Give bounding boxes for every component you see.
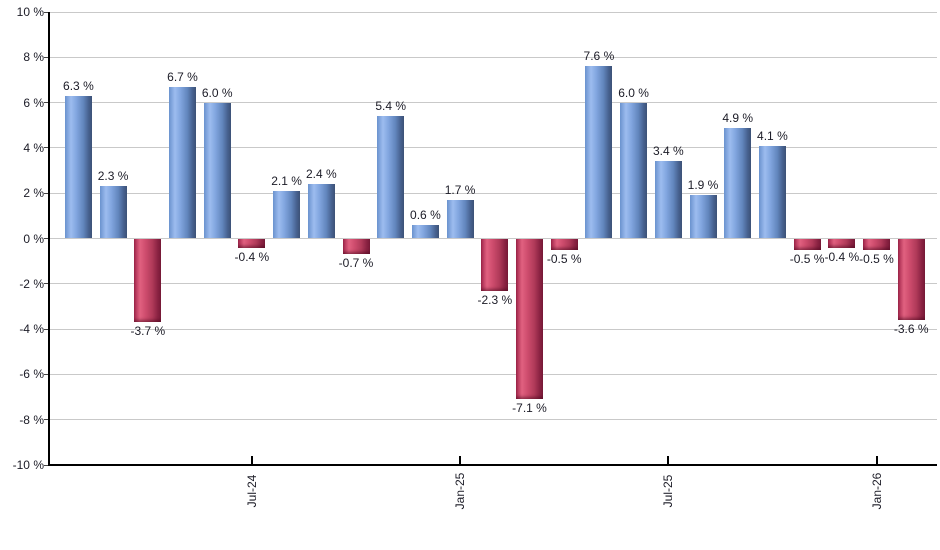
- y-axis-tick-label: 0 %: [23, 231, 44, 246]
- bar-value-label: -0.7 %: [338, 256, 374, 271]
- bar-negative: [238, 238, 266, 248]
- bar-positive: [169, 86, 196, 239]
- gridline: [50, 419, 937, 421]
- gridline: [50, 328, 937, 330]
- x-axis-tick-label: Jan-26: [869, 472, 884, 510]
- bar-value-label: 6.0 %: [618, 85, 649, 100]
- bar-value-label: -7.1 %: [512, 401, 547, 416]
- bar-value-label: 5.4 %: [375, 99, 407, 114]
- bar-negative: [134, 238, 162, 323]
- bar-positive: [411, 224, 439, 239]
- bar-value-label: 3.4 %: [652, 144, 684, 159]
- gridline: [50, 147, 937, 149]
- x-axis-tick: [875, 456, 878, 464]
- bar-positive: [64, 95, 92, 239]
- bar-value-label: 1.7 %: [444, 182, 476, 197]
- bar-negative: [863, 238, 890, 250]
- bar-positive: [724, 127, 752, 239]
- y-axis-tick-label: -2 %: [19, 276, 44, 291]
- y-axis-line: [48, 12, 50, 466]
- y-axis-tick-label: 8 %: [23, 50, 44, 65]
- bar-positive: [620, 102, 648, 239]
- bar-value-label: -3.6 %: [893, 322, 929, 337]
- y-axis-tick-label: 10 %: [16, 5, 44, 19]
- bar-value-label: 2.1 %: [271, 173, 302, 188]
- bar-negative: [828, 238, 856, 248]
- x-axis-tick-label: Jul-24: [244, 474, 259, 508]
- y-axis-tick-label: 6 %: [23, 95, 44, 110]
- y-axis-tick-label: 4 %: [23, 140, 44, 155]
- x-axis-tick-label: Jan-25: [453, 472, 468, 510]
- y-axis-tick-label: -8 %: [19, 412, 44, 427]
- bar-value-label: -0.5 %: [789, 251, 825, 266]
- gridline: [50, 192, 937, 194]
- y-axis-tick: [44, 283, 48, 285]
- y-axis-tick: [44, 464, 48, 466]
- bar-positive: [654, 161, 682, 239]
- y-axis-tick-label: -4 %: [19, 322, 44, 337]
- gridline: [50, 102, 937, 104]
- y-axis-tick: [44, 147, 48, 149]
- bar-value-label: -0.4 %: [234, 249, 270, 264]
- bar-value-label: 6.3 %: [63, 78, 94, 93]
- bar-positive: [99, 186, 127, 239]
- y-axis-tick: [44, 192, 48, 194]
- bar-value-label: 0.6 %: [410, 207, 441, 222]
- bar-value-label: 6.7 %: [167, 69, 198, 84]
- y-axis-tick: [44, 238, 48, 239]
- gridline: [50, 56, 937, 58]
- x-axis-tick: [250, 456, 253, 464]
- bar-value-label: -2.3 %: [477, 292, 513, 307]
- y-axis-tick: [44, 419, 48, 421]
- bar-negative: [897, 238, 925, 321]
- bar-positive: [377, 116, 405, 239]
- bar-positive: [758, 145, 786, 239]
- bar-value-label: 6.0 %: [201, 85, 233, 100]
- bar-value-label: -3.7 %: [130, 324, 166, 339]
- bar-value-label: 7.6 %: [583, 49, 615, 64]
- y-axis-tick: [44, 11, 48, 13]
- bar-value-label: 4.9 %: [722, 110, 754, 125]
- bar-value-label: -0.5 %: [859, 251, 894, 266]
- bar-positive: [307, 184, 335, 239]
- x-axis-tick-label: Jul-25: [661, 474, 676, 508]
- gridline: [50, 373, 937, 375]
- bar-value-label: 4.1 %: [757, 128, 788, 143]
- x-axis-tick: [459, 456, 462, 464]
- bar-positive: [446, 199, 474, 239]
- bar-negative: [342, 238, 370, 255]
- y-axis-tick: [44, 373, 48, 375]
- bar-value-label: 2.4 %: [305, 167, 337, 182]
- gridline: [50, 11, 937, 13]
- bar-value-label: -0.4 %: [824, 249, 860, 264]
- bar-value-label: 2.3 %: [97, 169, 129, 184]
- bar-positive: [585, 66, 613, 239]
- bar-negative: [481, 238, 509, 291]
- bar-value-label: -0.5 %: [546, 251, 582, 266]
- y-axis-tick-label: -6 %: [19, 367, 44, 382]
- y-axis-tick-label: -10 %: [12, 458, 44, 472]
- bar-negative: [550, 238, 578, 250]
- y-axis-tick: [44, 328, 48, 330]
- bar-negative: [516, 238, 543, 400]
- bar-positive: [689, 195, 717, 239]
- x-axis-line: [48, 464, 937, 466]
- bar-positive: [203, 102, 231, 239]
- y-axis-tick: [44, 102, 48, 104]
- y-axis-tick-label: 2 %: [23, 186, 44, 201]
- y-axis-tick: [44, 56, 48, 58]
- bar-negative: [793, 238, 821, 250]
- bar-value-label: 1.9 %: [687, 178, 719, 193]
- bar-positive: [273, 190, 301, 239]
- x-axis-tick: [667, 456, 670, 464]
